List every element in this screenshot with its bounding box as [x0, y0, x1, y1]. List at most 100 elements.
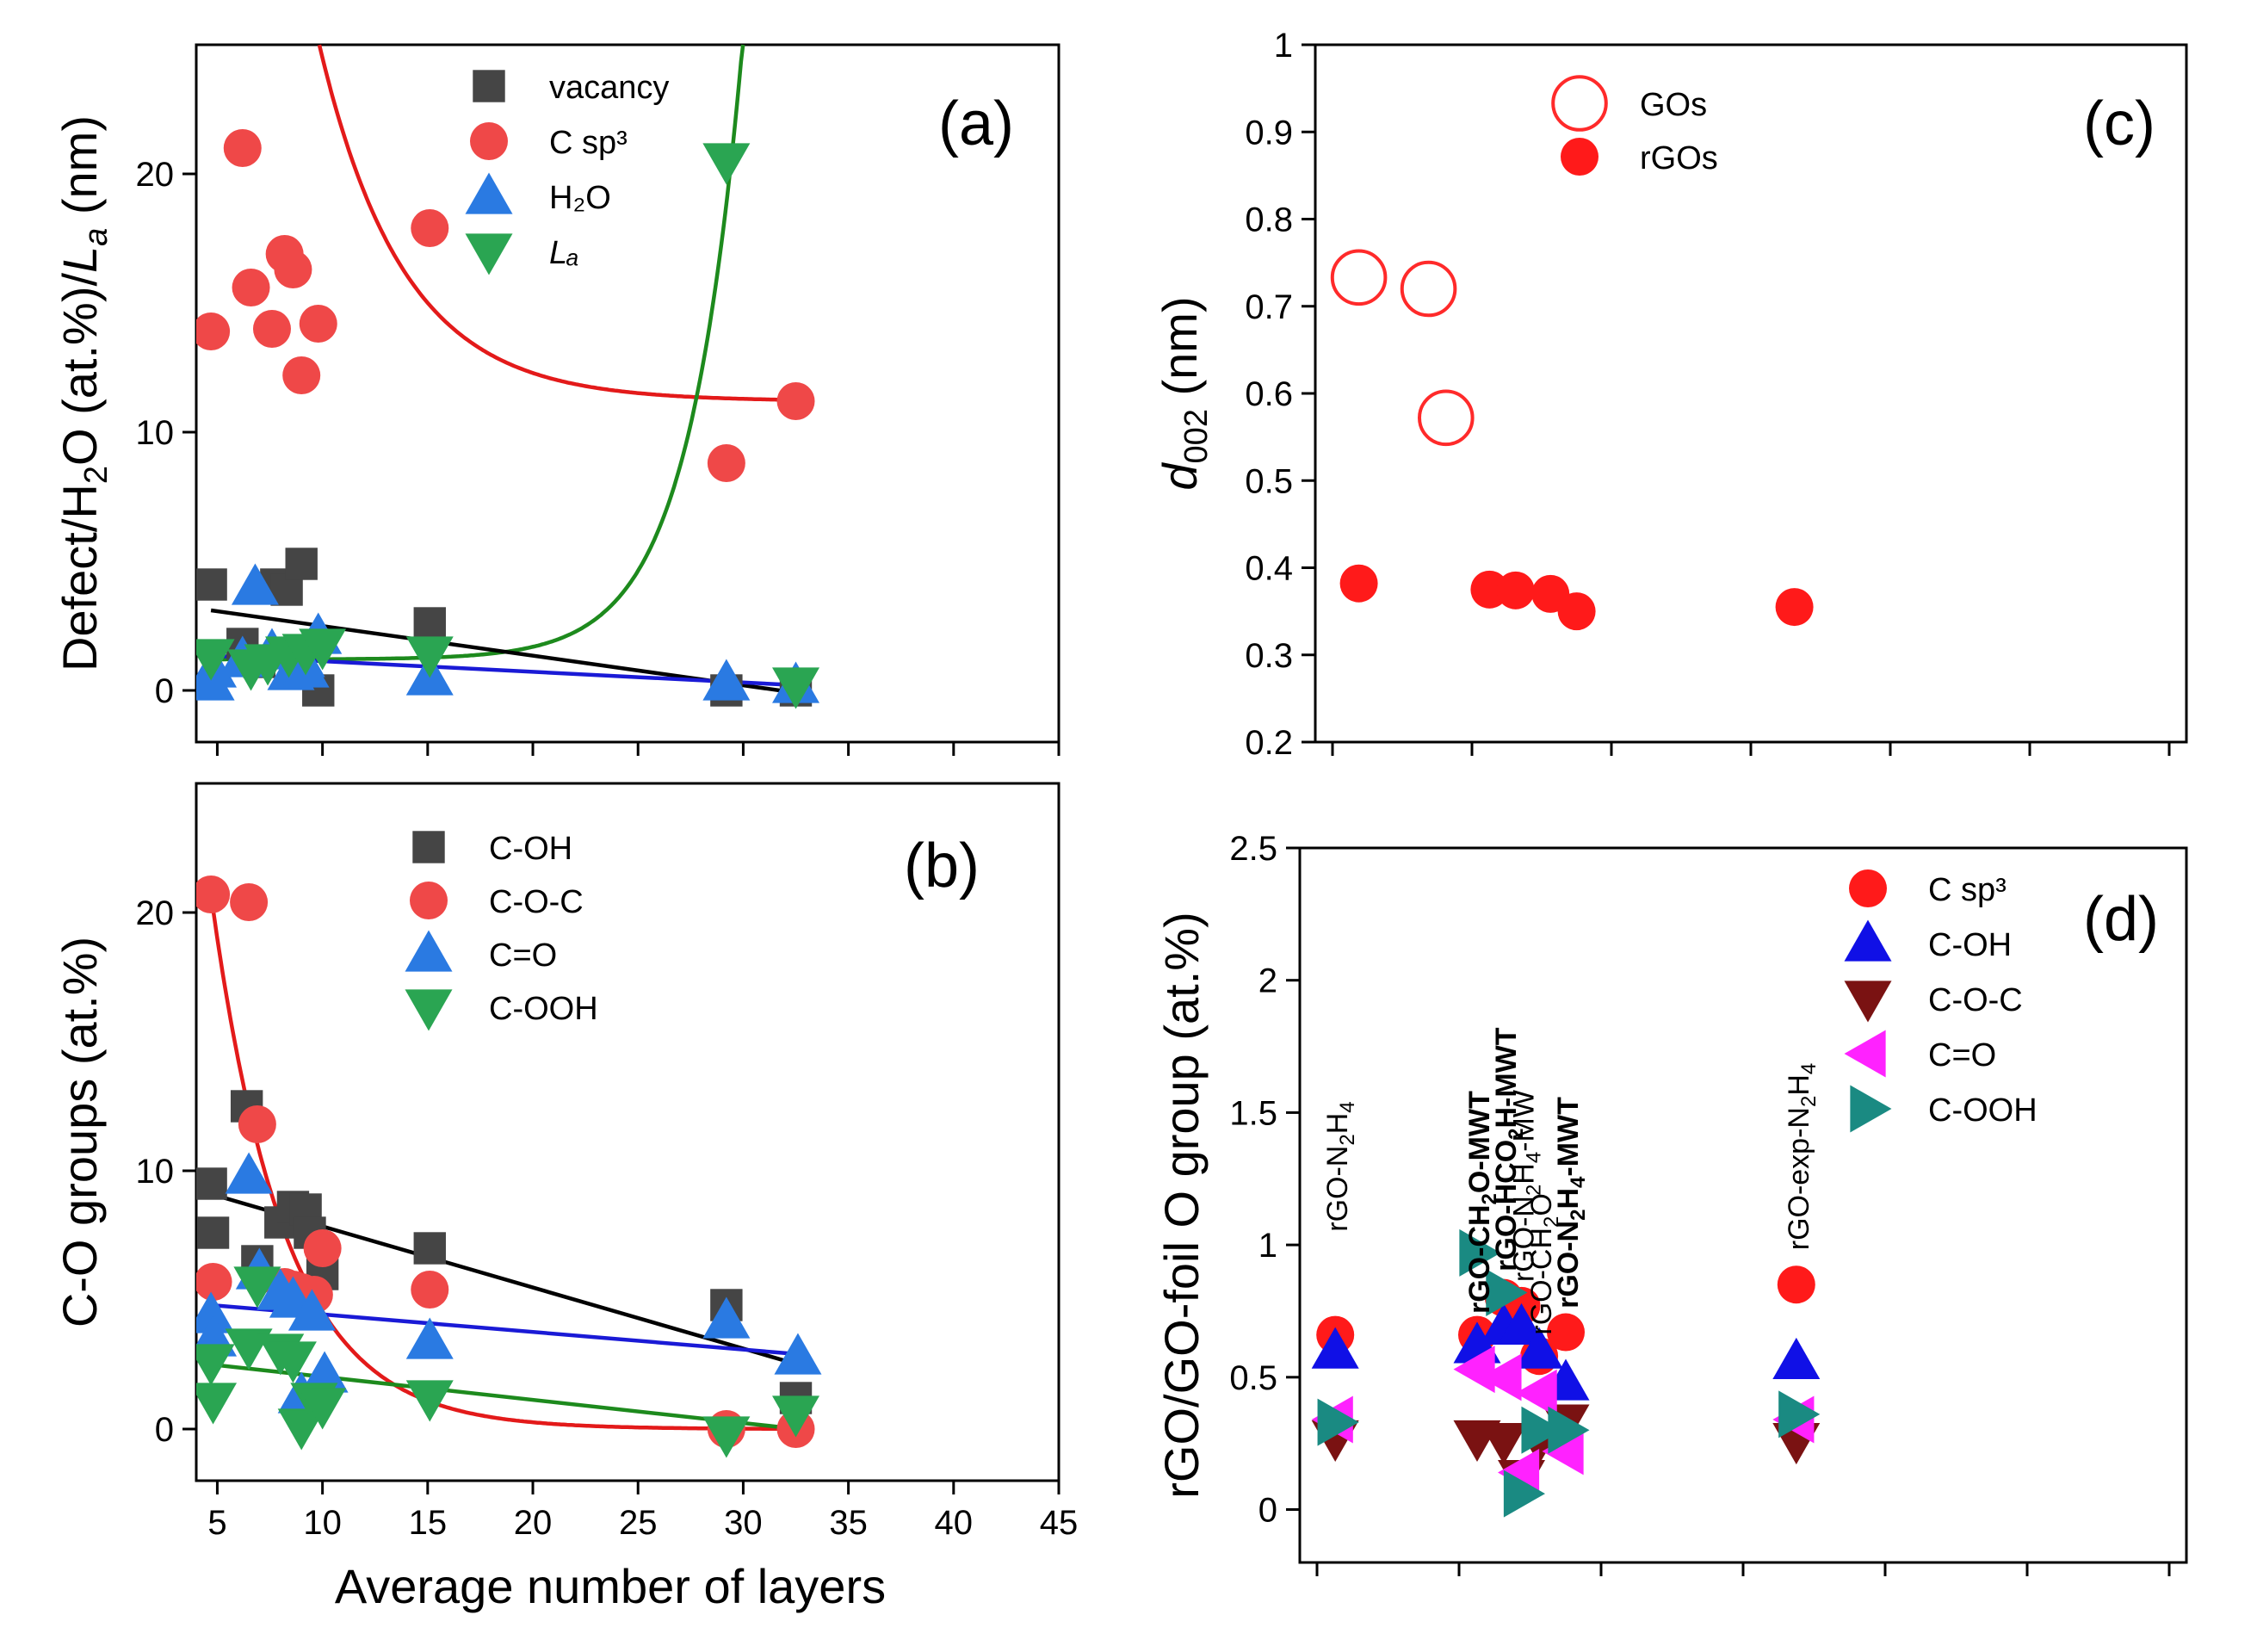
data-point	[702, 143, 751, 185]
data-point	[196, 1344, 235, 1386]
legend-marker	[405, 989, 453, 1031]
data-point	[405, 1317, 454, 1359]
data-point	[1548, 1406, 1590, 1454]
data-point	[196, 568, 227, 601]
y-tick-label: 20	[136, 156, 175, 194]
data-point	[1480, 1422, 1528, 1465]
x-tick-label: 15	[409, 1504, 448, 1542]
series-c-ooh	[1317, 1228, 1821, 1518]
sample-label: rGO-N2H4-MW	[1508, 1090, 1546, 1282]
series-c-sp-	[196, 129, 815, 482]
data-point	[196, 1383, 238, 1425]
panel-label-c: (c)	[2083, 90, 2155, 158]
data-point	[772, 1395, 820, 1438]
y-tick-label: 1	[1274, 27, 1293, 65]
data-point	[1521, 1406, 1563, 1454]
series-c-ooh	[196, 1266, 820, 1458]
data-point	[1498, 1448, 1540, 1496]
legend-label: H₂O	[549, 180, 611, 216]
legend-marker	[1850, 1085, 1892, 1133]
legend-label: C-OH	[1928, 927, 2012, 963]
data-point	[1486, 1268, 1528, 1316]
sample-label: rGO-N2H4-MWT	[1552, 1097, 1590, 1309]
data-point	[1459, 1228, 1501, 1277]
data-point	[1515, 1327, 1563, 1369]
data-point	[702, 659, 751, 701]
legend-marker	[1844, 919, 1892, 962]
x-tick-label: 20	[514, 1504, 553, 1542]
sample-label: rGO-exp-N2H4	[1783, 1063, 1821, 1251]
fit-line-c-ooh-fit	[210, 1362, 799, 1432]
series-gos	[1330, 249, 1475, 447]
data-point	[299, 628, 347, 671]
legend-label: vacancy	[549, 70, 669, 106]
x-tick-label: 35	[829, 1504, 868, 1542]
data-point	[196, 1216, 230, 1249]
x-tick-label: 5	[207, 1504, 226, 1542]
data-point	[774, 1333, 822, 1375]
data-point	[1453, 1346, 1495, 1394]
data-point	[1317, 1398, 1359, 1446]
legend-label: C-O-C	[489, 884, 584, 920]
y-tick-label: 0.9	[1245, 114, 1293, 152]
data-point	[285, 548, 318, 580]
y-tick-label: 2	[1258, 962, 1277, 1000]
data-point	[231, 563, 279, 605]
data-point	[196, 875, 231, 913]
data-point	[405, 1380, 454, 1422]
panel-label-b: (b)	[904, 832, 980, 900]
data-point	[1496, 571, 1535, 609]
data-point	[274, 251, 312, 288]
legend-label: C-OH	[489, 831, 572, 867]
data-point	[1777, 1265, 1815, 1304]
data-point	[232, 269, 270, 306]
y-axis-label: rGO/GO-foil O group (at.%)	[1154, 912, 1209, 1499]
data-point	[288, 1289, 336, 1331]
y-tick-label: 20	[136, 894, 175, 932]
data-point	[196, 639, 235, 681]
panel-label-a: (a)	[938, 90, 1014, 158]
data-point	[1772, 1337, 1821, 1379]
legend-label: C=O	[1928, 1037, 1996, 1073]
data-point	[405, 636, 454, 678]
data-point	[303, 1229, 342, 1267]
data-point	[1480, 1353, 1522, 1401]
data-point	[299, 305, 337, 343]
y-tick-label: 0.2	[1245, 724, 1293, 762]
legend-label: C-O-C	[1928, 982, 2023, 1018]
x-tick-label: 30	[724, 1504, 763, 1542]
legend-marker	[1844, 1030, 1886, 1078]
legend-marker	[1561, 138, 1598, 176]
x-tick-label: 10	[303, 1504, 342, 1542]
y-tick-label: 0.5	[1245, 462, 1293, 500]
data-point	[282, 356, 321, 394]
legend-marker	[410, 882, 448, 919]
y-tick-label: 0.3	[1245, 637, 1293, 675]
data-point	[252, 310, 291, 348]
y-tick-label: 0.4	[1245, 550, 1293, 588]
data-point	[1330, 249, 1388, 306]
y-tick-label: 0.6	[1245, 375, 1293, 413]
legend-label: C-OOH	[1928, 1092, 2037, 1129]
data-point	[1503, 1469, 1545, 1518]
data-point	[1778, 1390, 1821, 1439]
sample-label: rGO-N2H4	[1321, 1101, 1359, 1231]
data-point	[413, 1232, 446, 1265]
plot-frame-a	[195, 43, 1060, 744]
legend-label: C sp³	[1928, 872, 2007, 908]
legend-label: GOs	[1640, 87, 1707, 123]
legend-marker	[465, 172, 513, 214]
x-tick-label: 40	[935, 1504, 974, 1542]
data-point	[196, 1263, 232, 1301]
y-tick-label: 0.5	[1229, 1359, 1277, 1397]
legend-marker	[473, 70, 505, 102]
x-tick-label: 25	[619, 1504, 658, 1542]
legend-marker	[1849, 869, 1887, 907]
y-tick-label: 10	[136, 414, 175, 452]
data-point	[196, 1291, 235, 1333]
legend-marker	[470, 122, 508, 160]
data-point	[1400, 260, 1457, 318]
data-point	[1775, 588, 1814, 627]
legend-label: C sp³	[549, 125, 628, 161]
y-tick-label: 1.5	[1229, 1094, 1277, 1132]
